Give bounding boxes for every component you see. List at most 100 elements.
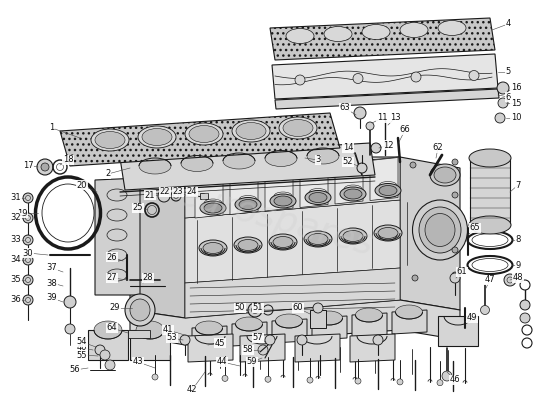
Circle shape [354, 107, 366, 119]
Text: 14: 14 [343, 144, 353, 152]
Ellipse shape [206, 169, 224, 177]
Circle shape [23, 235, 33, 245]
Text: 61: 61 [456, 268, 468, 276]
Circle shape [248, 303, 262, 317]
Ellipse shape [425, 214, 455, 246]
Polygon shape [120, 143, 375, 190]
Ellipse shape [189, 126, 219, 142]
Text: 5: 5 [505, 68, 510, 76]
Polygon shape [185, 200, 400, 283]
Circle shape [481, 306, 490, 314]
Ellipse shape [307, 148, 339, 164]
Ellipse shape [324, 26, 352, 42]
Text: 58: 58 [243, 346, 254, 354]
Ellipse shape [344, 189, 362, 199]
Text: 22: 22 [160, 188, 170, 196]
Ellipse shape [204, 158, 226, 168]
Ellipse shape [286, 28, 314, 44]
Bar [200, 193, 208, 199]
Ellipse shape [125, 294, 155, 326]
Ellipse shape [362, 24, 390, 40]
Polygon shape [392, 310, 427, 334]
Text: 21: 21 [145, 190, 155, 200]
Ellipse shape [356, 169, 374, 177]
Circle shape [265, 335, 275, 345]
Text: 4: 4 [505, 20, 510, 28]
Text: 34: 34 [10, 256, 21, 264]
Ellipse shape [378, 228, 398, 238]
Circle shape [95, 345, 105, 355]
Text: 56: 56 [70, 366, 80, 374]
Circle shape [373, 335, 383, 345]
Ellipse shape [375, 184, 401, 198]
Ellipse shape [469, 216, 511, 234]
Text: 53: 53 [167, 334, 177, 342]
Text: 37: 37 [47, 264, 57, 272]
Ellipse shape [199, 240, 227, 256]
Circle shape [495, 113, 505, 123]
Text: 59: 59 [247, 358, 257, 366]
Polygon shape [265, 168, 293, 211]
Text: eurospares: eurospares [173, 178, 377, 262]
Polygon shape [200, 161, 395, 182]
Polygon shape [188, 334, 233, 362]
Ellipse shape [324, 158, 346, 168]
Polygon shape [130, 330, 170, 360]
Text: 2: 2 [106, 170, 111, 178]
Text: 51: 51 [253, 304, 263, 312]
Ellipse shape [236, 169, 254, 177]
Polygon shape [230, 172, 258, 214]
Ellipse shape [355, 308, 382, 322]
Circle shape [452, 159, 458, 165]
Circle shape [100, 350, 110, 360]
Circle shape [41, 163, 49, 171]
Polygon shape [185, 157, 400, 318]
Circle shape [180, 335, 190, 345]
Ellipse shape [239, 200, 257, 210]
Polygon shape [192, 326, 227, 350]
Text: 43: 43 [133, 358, 144, 366]
Circle shape [452, 272, 458, 278]
Circle shape [307, 377, 313, 383]
Ellipse shape [395, 305, 422, 319]
Polygon shape [300, 164, 328, 208]
Ellipse shape [412, 200, 468, 260]
Text: 30: 30 [23, 248, 34, 258]
Text: 32: 32 [10, 214, 21, 222]
Text: 23: 23 [173, 188, 183, 196]
Polygon shape [240, 334, 285, 362]
Ellipse shape [357, 160, 373, 166]
Text: 18: 18 [63, 156, 73, 164]
Ellipse shape [305, 190, 331, 204]
Ellipse shape [343, 230, 363, 242]
Circle shape [23, 193, 33, 203]
Polygon shape [185, 157, 400, 218]
Ellipse shape [374, 225, 402, 241]
Ellipse shape [136, 321, 164, 339]
Circle shape [37, 159, 53, 175]
Circle shape [23, 275, 33, 285]
Ellipse shape [238, 240, 258, 250]
Polygon shape [88, 330, 128, 360]
Polygon shape [270, 18, 495, 60]
Circle shape [64, 296, 76, 308]
Circle shape [397, 379, 403, 385]
Ellipse shape [235, 317, 262, 331]
Polygon shape [272, 319, 307, 343]
Circle shape [498, 98, 508, 108]
Text: 38: 38 [47, 278, 57, 288]
Text: 15: 15 [511, 98, 521, 108]
Ellipse shape [236, 122, 266, 140]
Ellipse shape [316, 311, 343, 325]
Polygon shape [232, 322, 267, 346]
Ellipse shape [283, 120, 313, 136]
Ellipse shape [269, 234, 297, 250]
Text: 40: 40 [77, 344, 87, 352]
Circle shape [23, 295, 33, 305]
Circle shape [366, 122, 374, 130]
Text: 31: 31 [10, 194, 21, 202]
Circle shape [452, 192, 458, 198]
Text: 66: 66 [400, 126, 410, 134]
Ellipse shape [207, 160, 223, 166]
Ellipse shape [94, 321, 122, 339]
